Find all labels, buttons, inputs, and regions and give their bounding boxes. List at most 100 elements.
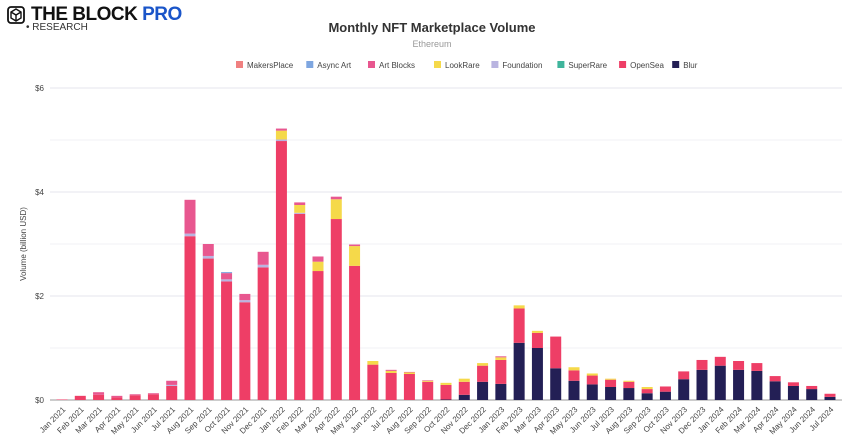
bar-segment-blur <box>769 381 781 400</box>
bar-segment-lookrare <box>422 380 434 382</box>
y-tick-label: $4 <box>35 188 44 197</box>
gridlines <box>50 87 842 401</box>
bar-segment-lookrare <box>495 357 507 360</box>
bar-segment-opensea <box>184 236 196 400</box>
bar-segment-blur <box>696 369 708 400</box>
bar-segment-opensea <box>403 374 415 400</box>
bar-segment-opensea <box>605 379 617 387</box>
legend-swatch <box>619 61 627 68</box>
bar-segment-lookrare <box>477 363 489 366</box>
bar-segment-art-blocks <box>184 199 196 234</box>
bar-segment-opensea <box>769 376 781 382</box>
bar-segment-opensea <box>56 399 68 400</box>
bar-segment-lookrare <box>458 378 470 382</box>
bar-segment-blur <box>641 393 653 400</box>
bar-segment-lookrare <box>568 367 580 371</box>
bar-segment-foundation <box>184 233 196 237</box>
bar-segment-foundation <box>257 264 269 268</box>
bar-segment-async-art <box>221 272 233 274</box>
bar-segment-lookrare <box>294 205 306 213</box>
bar-segment-blur <box>678 379 690 400</box>
bar-segment-opensea <box>531 332 543 348</box>
bar-segment-opensea <box>129 395 141 400</box>
legend-item-lookrare[interactable]: LookRare <box>434 61 480 70</box>
bar-segment-opensea <box>294 213 306 400</box>
bar-segment-lookrare <box>349 246 361 266</box>
bar-segment-art-blocks <box>422 380 434 381</box>
legend-label: Blur <box>683 61 698 70</box>
bar-segment-opensea <box>385 372 397 400</box>
bar-segment-blur <box>440 399 452 400</box>
bar-segment-opensea <box>513 308 525 343</box>
legend: MakersPlace Async Art Art Blocks LookRare Fo… <box>236 61 698 70</box>
legend-item-async-art[interactable]: Async Art <box>306 61 352 70</box>
bar-segment-blur <box>806 389 818 400</box>
bar-segment-foundation <box>294 212 306 214</box>
legend-item-art-blocks[interactable]: Art Blocks <box>368 61 415 70</box>
bar-segment-foundation <box>275 139 287 142</box>
bar-segment-opensea <box>623 381 635 389</box>
bar-segment-blur <box>751 370 763 400</box>
bar-segment-opensea <box>367 364 379 400</box>
y-axis-label: Volume (billion USD) <box>19 207 28 281</box>
bar-segment-art-blocks <box>349 244 361 247</box>
legend-swatch <box>306 61 314 68</box>
bar-segment-lookrare <box>586 373 598 376</box>
legend-swatch <box>557 61 565 68</box>
legend-label: MakersPlace <box>247 61 294 70</box>
brand-logo: THE BLOCK PRO <box>6 4 182 26</box>
bar-segment-blur <box>513 342 525 400</box>
legend-label: LookRare <box>445 61 480 70</box>
bar-segment-blur <box>550 368 562 400</box>
legend-item-foundation[interactable]: Foundation <box>491 61 542 70</box>
bar-segment-lookrare <box>440 382 452 385</box>
bar-segment-blur <box>659 391 671 400</box>
bar-segment-lookrare <box>531 330 543 333</box>
bar-segment-opensea <box>221 281 233 400</box>
bar-segment-opensea <box>111 397 123 400</box>
legend-swatch <box>434 61 441 68</box>
legend-item-makersplace[interactable]: MakersPlace <box>236 61 294 70</box>
y-tick-label: $0 <box>35 396 44 405</box>
legend-swatch <box>236 61 243 68</box>
bar-segment-opensea <box>312 271 324 400</box>
bar-segment-art-blocks <box>166 380 178 385</box>
legend-item-opensea[interactable]: OpenSea <box>619 61 664 70</box>
bar-segment-opensea <box>275 141 287 401</box>
bar-segment-lookrare <box>641 387 653 390</box>
bar-segment-lookrare <box>330 199 342 220</box>
bar-segment-opensea <box>440 384 452 400</box>
bar-segment-opensea <box>147 394 159 400</box>
bar-segment-lookrare <box>385 370 397 373</box>
bar-segment-foundation <box>166 384 178 386</box>
bar-segment-blur <box>787 385 799 400</box>
brand-name: THE BLOCK PRO <box>31 4 182 25</box>
cube-logo-icon <box>7 6 25 24</box>
legend-label: Art Blocks <box>379 61 415 70</box>
bar-segment-opensea <box>166 385 178 400</box>
bar-segment-blur <box>824 396 836 400</box>
bar-segment-foundation <box>202 255 214 259</box>
bar-segment-opensea <box>458 381 470 395</box>
bar-segment-opensea <box>787 382 799 386</box>
bar-segment-opensea <box>751 363 763 371</box>
legend-swatch <box>368 61 375 68</box>
bar-segment-opensea <box>696 359 708 370</box>
legend-label: Async Art <box>317 61 352 70</box>
bar-segment-art-blocks <box>93 392 105 395</box>
bar-segment-opensea <box>568 370 580 381</box>
chart-subtitle: Ethereum <box>412 39 451 49</box>
bar-segment-opensea <box>824 393 836 397</box>
legend-item-superrare[interactable]: SuperRare <box>557 61 608 70</box>
legend-swatch <box>491 61 499 68</box>
bar-segment-opensea <box>202 258 214 400</box>
bar-segment-blur <box>568 380 580 400</box>
bar-segment-blur <box>477 381 489 400</box>
bar-segment-art-blocks <box>239 293 251 301</box>
bar-segment-art-blocks <box>294 202 306 205</box>
bar-segment-opensea <box>714 356 726 366</box>
bar-segment-opensea <box>806 385 818 390</box>
bars <box>56 128 836 401</box>
legend-label: SuperRare <box>568 61 607 70</box>
legend-item-blur[interactable]: Blur <box>672 61 698 70</box>
